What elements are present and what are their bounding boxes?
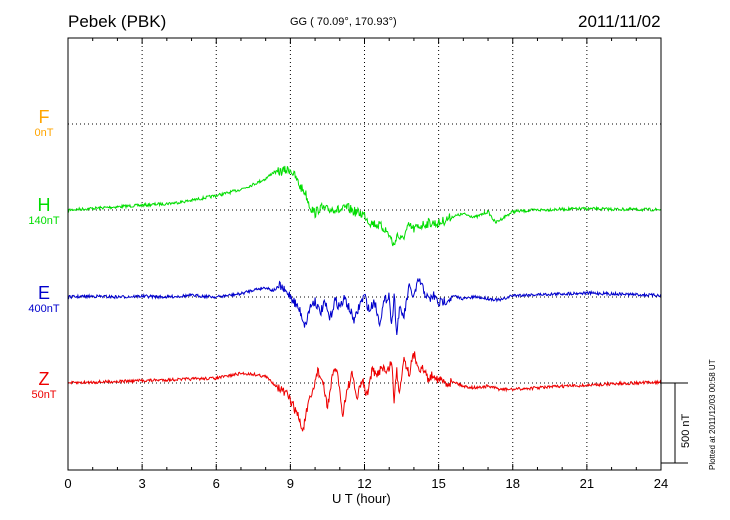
channel-f-label: F 0nT <box>14 107 74 140</box>
channel-f-scale: 0nT <box>34 127 54 139</box>
date-label: 2011/11/02 <box>578 12 661 31</box>
channel-h-scale: 140nT <box>28 215 60 227</box>
x-tick-label: 18 <box>506 476 520 491</box>
scale-bar-label: 500 nT <box>680 413 692 448</box>
series-z-line <box>67 351 662 432</box>
series-h-line <box>67 165 662 247</box>
x-tick-labels: 0 3 6 9 12 15 18 21 24 <box>64 476 668 491</box>
channel-e-scale: 400nT <box>28 303 60 315</box>
x-tick-label: 3 <box>139 476 146 491</box>
station-title: Pebek (PBK) <box>68 12 167 31</box>
x-axis-label: U T (hour) <box>332 491 391 506</box>
x-tick-label: 21 <box>580 476 594 491</box>
channel-z-scale: 50nT <box>31 389 57 401</box>
data-traces <box>67 165 662 432</box>
x-tick-label: 24 <box>654 476 668 491</box>
channel-e-label: E 400nT <box>14 283 74 316</box>
channel-e-letter: E <box>37 283 50 303</box>
channel-z-letter: Z <box>38 369 50 389</box>
grid-lines <box>68 38 661 470</box>
axes <box>67 37 688 471</box>
x-tick-label: 0 <box>64 476 71 491</box>
channel-h-label: H 140nT <box>14 195 74 228</box>
channel-h-letter: H <box>37 195 51 215</box>
channel-z-label: Z 50nT <box>14 369 74 402</box>
plotted-timestamp: Plotted at 2011/12/03 00:58 UT <box>708 359 717 470</box>
coordinates-label: GG ( 70.09°, 170.93°) <box>290 16 397 28</box>
series-e-line <box>67 278 662 336</box>
x-tick-label: 12 <box>357 476 371 491</box>
x-tick-label: 15 <box>431 476 445 491</box>
x-tick-label: 9 <box>287 476 294 491</box>
channel-f-letter: F <box>38 107 50 127</box>
x-tick-label: 6 <box>213 476 220 491</box>
